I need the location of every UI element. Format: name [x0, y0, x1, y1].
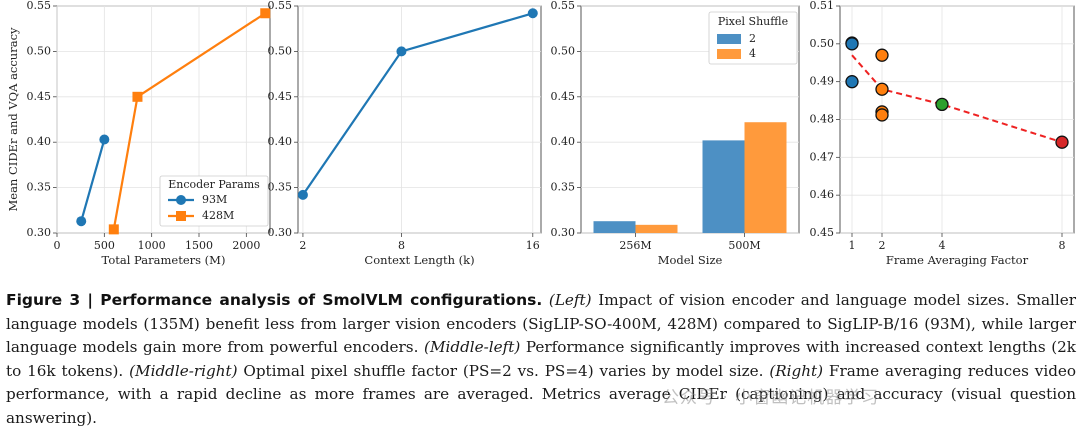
panel1-legend-marker — [176, 195, 186, 205]
panel1-ylabel: Mean CIDEr and VQA accuracy — [6, 27, 20, 212]
panel2-ytick-label: 0.35 — [268, 181, 293, 194]
panel2-ytick-label: 0.50 — [268, 44, 293, 57]
panel2-ytick-label: 0.30 — [268, 226, 293, 239]
panel1-xtick-label: 2000 — [232, 239, 260, 252]
panel4-data-point — [1055, 135, 1069, 149]
panel4-ytick-label: 0.46 — [810, 188, 835, 201]
panel4-xtick-label: 8 — [1059, 239, 1066, 252]
caption-label: Figure 3 | Performance analysis of SmolV… — [6, 291, 543, 309]
figure-caption: Figure 3 | Performance analysis of SmolV… — [6, 289, 1076, 431]
panel1-legend-title: Encoder Params — [168, 178, 260, 191]
watermark: 公众号 · 小窗幽记机器学习 — [662, 388, 880, 408]
panel4-trend-line — [851, 54, 1063, 144]
panel1-xtick-label: 0 — [54, 239, 61, 252]
panel1-ytick-label: 0.30 — [27, 226, 52, 239]
caption-right-tag: (Right) — [769, 361, 824, 380]
panel3-ytick-label: 0.30 — [551, 226, 576, 239]
panel4-data-point — [875, 82, 889, 96]
panel4-ytick-label: 0.50 — [810, 37, 835, 50]
caption-midleft-tag: (Middle-left) — [424, 338, 521, 357]
caption-left-text: Impact of vision encoder and language mo… — [6, 291, 1077, 357]
panel4-data-point — [845, 37, 859, 51]
panel1-data-point — [108, 224, 119, 235]
panel3-bar — [702, 140, 745, 233]
panel2-data-point — [297, 189, 308, 200]
caption-midright-tag: (Middle-right) — [129, 361, 238, 380]
panel1-data-point — [260, 8, 271, 19]
panel4-ytick-label: 0.47 — [810, 150, 835, 163]
panel1-xlabel: Total Parameters (M) — [102, 253, 226, 267]
panel1-xtick-label: 1000 — [138, 239, 166, 252]
panel3-xtick-label: 500M — [728, 239, 760, 252]
panel3-ytick-label: 0.35 — [551, 181, 576, 194]
panel1-ytick-label: 0.35 — [27, 181, 52, 194]
figure-charts: 0.30 0.35 0.40 0.45 0.50 0.55 0 500 1000 1500 2000… — [6, 0, 1075, 267]
panel4-ytick-label: 0.45 — [810, 226, 835, 239]
panel1-ytick-label: 0.45 — [27, 90, 52, 103]
panel2-ytick-label: 0.40 — [268, 135, 293, 148]
panel4-xtick-label: 2 — [879, 239, 886, 252]
panel3-xlabel: Model Size — [658, 253, 723, 267]
panel1-legend-label: 428M — [202, 209, 234, 222]
panel4-ytick-label: 0.49 — [810, 75, 835, 88]
panel3-ytick-label: 0.45 — [551, 90, 576, 103]
panel3-ytick-label: 0.55 — [551, 0, 576, 12]
panel4-xlabel: Frame Averaging Factor — [886, 253, 1029, 267]
panel3-legend-title: Pixel Shuffle — [718, 15, 788, 28]
caption-midright-text: Optimal pixel shuffle factor (PS=2 vs. P… — [243, 361, 764, 380]
panel2-data-point — [396, 46, 407, 57]
panel3-legend-label: 4 — [749, 47, 756, 60]
panel4-data-point — [935, 97, 949, 112]
caption-left-tag: (Left) — [548, 291, 592, 309]
panel3-legend-swatch — [717, 49, 741, 59]
panel1-xtick-label: 500 — [94, 239, 115, 252]
panel2-frame — [297, 5, 542, 234]
panel3-ytick-label: 0.50 — [551, 44, 576, 57]
panel1-legend-label: 93M — [202, 193, 227, 206]
caption-right-text: Frame averaging reduces video performanc… — [6, 361, 1077, 427]
panel1-xtick-label: 1500 — [185, 239, 213, 252]
panel1-legend-box — [159, 175, 269, 227]
panel2-xtick-label: 2 — [299, 239, 306, 252]
panel1-data-point — [132, 91, 143, 102]
panel4-xtick-label: 4 — [939, 239, 946, 252]
panel1-data-point — [99, 134, 110, 145]
panel2-xtick-label: 8 — [398, 239, 405, 252]
panel2-ytick-label: 0.45 — [268, 90, 293, 103]
panel3-bar — [744, 122, 787, 233]
panel1-data-point — [76, 216, 87, 227]
panel3-xtick-label: 256M — [619, 239, 651, 252]
panel1-ytick-label: 0.50 — [27, 44, 52, 57]
panel1-ytick-label: 0.40 — [27, 135, 52, 148]
panel4-ytick-label: 0.51 — [810, 0, 835, 12]
panel4-data-point — [845, 75, 859, 89]
panel3-legend-label: 2 — [749, 32, 756, 45]
panel1-ytick-label: 0.55 — [27, 0, 52, 12]
panel2-data-point — [527, 8, 538, 19]
panel4-data-point — [875, 48, 889, 62]
panel1-series-line — [80, 139, 106, 222]
panel3-bar — [593, 221, 636, 233]
panel3-ytick-label: 0.40 — [551, 135, 576, 148]
panel4-ytick-label: 0.48 — [810, 113, 835, 126]
panel3-legend-swatch — [717, 34, 741, 44]
panel4-data-point — [875, 108, 889, 122]
panel3-bar — [635, 224, 678, 233]
panel2-xlabel: Context Length (k) — [364, 253, 474, 267]
panel2-xtick-label: 16 — [526, 239, 540, 252]
panel1-legend-marker — [176, 211, 186, 221]
panel4-xtick-label: 1 — [849, 239, 856, 252]
caption-midleft-text: Performance significantly improves with … — [6, 338, 1076, 380]
panel2-ytick-label: 0.55 — [268, 0, 293, 12]
